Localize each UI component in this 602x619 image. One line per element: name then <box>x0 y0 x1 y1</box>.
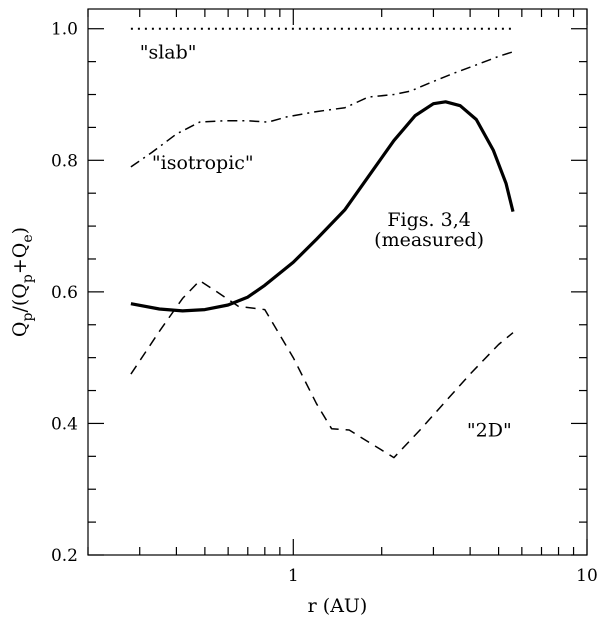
y-tick-label: 0.2 <box>51 546 78 566</box>
tick-labels: 1 10 0.2 0.4 0.6 0.8 1.0 <box>51 20 598 586</box>
x-axis-label: r (AU) <box>308 595 368 617</box>
y-label-sub-p1: p <box>20 312 36 321</box>
annotations: "slab" "isotropic" Figs. 3,4(measured) "2D" <box>140 41 512 441</box>
y-label-plus: +Q <box>9 243 31 275</box>
annotation-isotropic: "isotropic" <box>152 152 254 174</box>
x-tick-label: 10 <box>576 566 598 586</box>
y-label-close: ) <box>9 227 31 234</box>
y-tick-label: 0.4 <box>51 414 78 434</box>
annotation-slab: "slab" <box>140 41 197 63</box>
annotation-2d: "2D" <box>467 420 512 442</box>
series-measured-line <box>130 100 515 313</box>
data-series <box>130 27 515 459</box>
y-axis-label: Qp/(Qp+Qe) <box>9 227 36 337</box>
x-tick-label: 1 <box>288 566 299 586</box>
series-2d-line <box>130 279 514 459</box>
annotation-figs: Figs. 3,4 <box>387 209 470 231</box>
axis-ticks <box>87 9 588 556</box>
plot-frame <box>87 8 588 556</box>
y-label-mid: /(Q <box>9 283 31 312</box>
y-label-q1: Q <box>9 321 31 337</box>
y-tick-label: 0.6 <box>51 283 78 303</box>
series-isotropic-line <box>130 51 514 168</box>
annotation-measured: (measured) <box>374 229 484 251</box>
y-label-sub-p2: p <box>20 274 36 283</box>
y-tick-label: 0.8 <box>51 151 78 171</box>
y-tick-label: 1.0 <box>51 20 78 40</box>
y-label-sub-e: e <box>20 234 36 242</box>
